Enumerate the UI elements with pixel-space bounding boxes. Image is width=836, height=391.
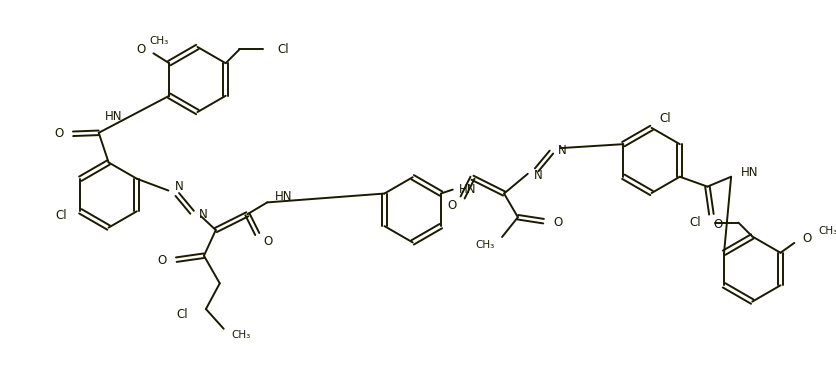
Text: O: O bbox=[553, 216, 562, 229]
Text: Cl: Cl bbox=[55, 209, 67, 222]
Text: HN: HN bbox=[275, 190, 292, 203]
Text: O: O bbox=[54, 127, 63, 140]
Text: Cl: Cl bbox=[176, 308, 188, 321]
Text: N: N bbox=[533, 169, 542, 182]
Text: CH₃: CH₃ bbox=[817, 226, 836, 236]
Text: CH₃: CH₃ bbox=[150, 36, 169, 47]
Text: O: O bbox=[447, 199, 456, 212]
Text: CH₃: CH₃ bbox=[474, 240, 493, 250]
Text: HN: HN bbox=[740, 166, 757, 179]
Text: HN: HN bbox=[458, 183, 476, 196]
Text: CH₃: CH₃ bbox=[232, 330, 251, 340]
Text: O: O bbox=[263, 235, 272, 248]
Text: HN: HN bbox=[104, 110, 122, 123]
Text: O: O bbox=[712, 218, 721, 231]
Text: Cl: Cl bbox=[277, 43, 288, 56]
Text: N: N bbox=[175, 180, 184, 193]
Text: O: O bbox=[136, 43, 145, 56]
Text: Cl: Cl bbox=[689, 216, 700, 229]
Text: N: N bbox=[199, 208, 207, 221]
Text: N: N bbox=[557, 143, 565, 156]
Text: O: O bbox=[801, 232, 810, 246]
Text: Cl: Cl bbox=[659, 111, 670, 124]
Text: O: O bbox=[157, 254, 166, 267]
